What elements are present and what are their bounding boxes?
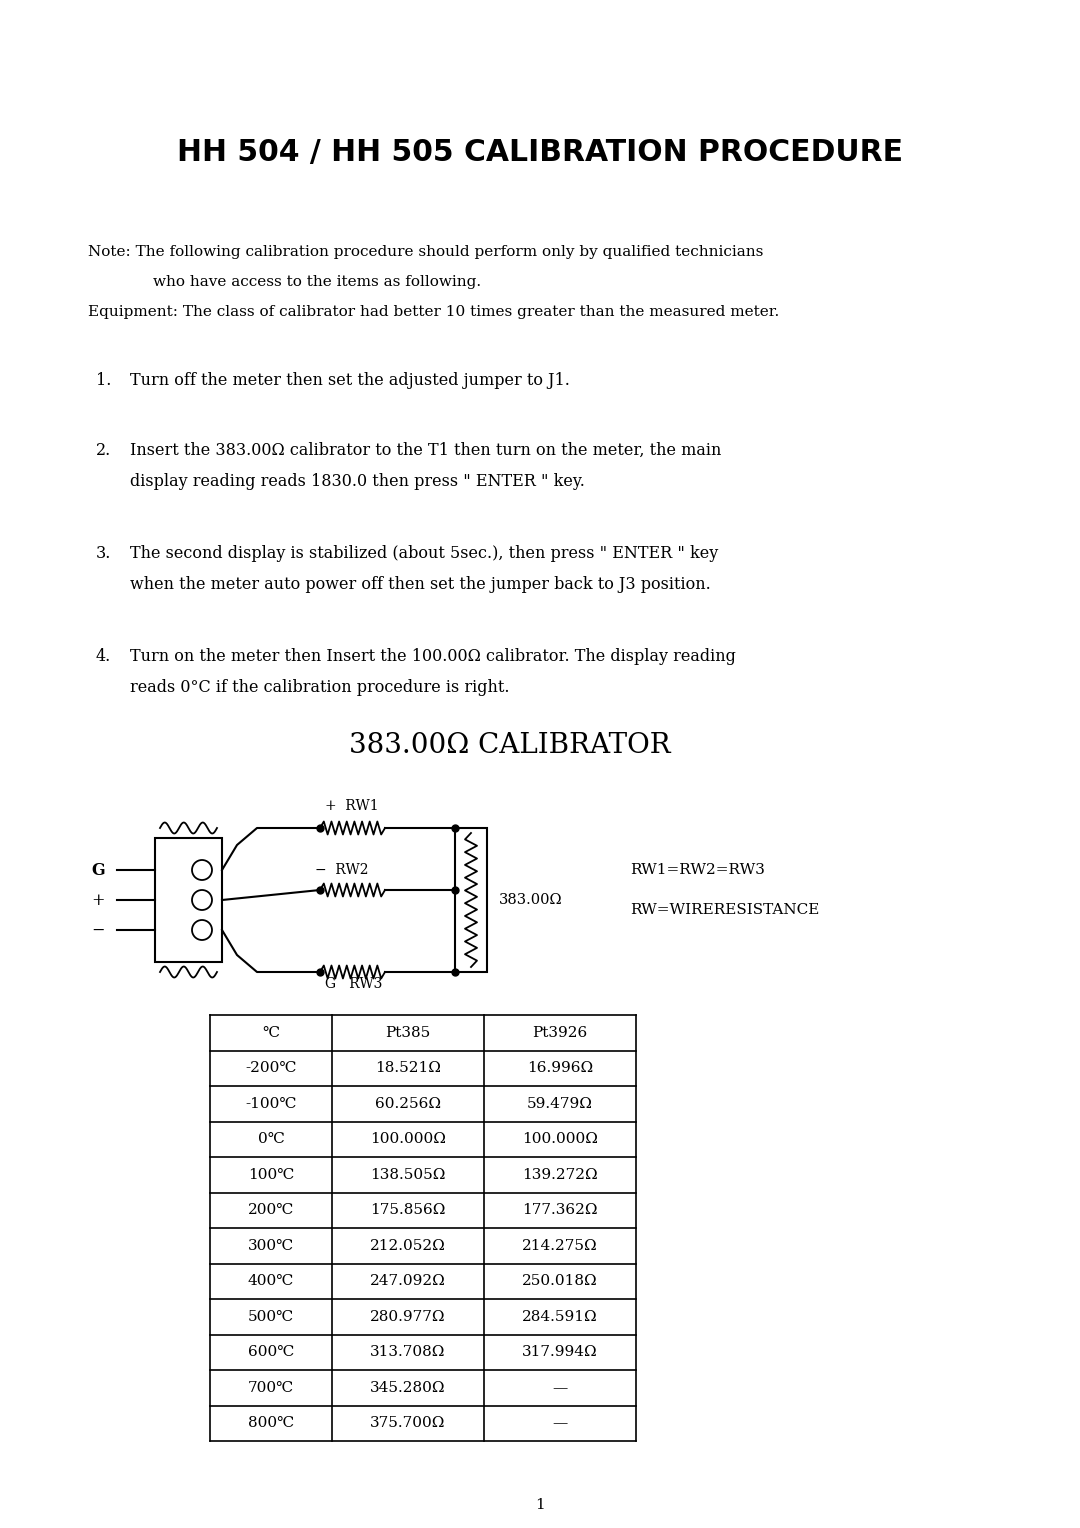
Text: 247.092Ω: 247.092Ω [370, 1274, 446, 1288]
Text: 100.000Ω: 100.000Ω [370, 1132, 446, 1146]
Text: when the meter auto power off then set the jumper back to J3 position.: when the meter auto power off then set t… [130, 576, 711, 593]
Text: 200℃: 200℃ [248, 1203, 294, 1218]
Text: 60.256Ω: 60.256Ω [375, 1097, 441, 1111]
Text: 313.708Ω: 313.708Ω [370, 1345, 446, 1360]
Text: +: + [92, 891, 105, 909]
Text: 59.479Ω: 59.479Ω [527, 1097, 593, 1111]
Bar [455, 828, 487, 972]
Text: 317.994Ω: 317.994Ω [523, 1345, 598, 1360]
Text: RW1=RW2=RW3: RW1=RW2=RW3 [630, 863, 765, 877]
Text: 280.977Ω: 280.977Ω [370, 1309, 446, 1323]
Text: HH 504 / HH 505 CALIBRATION PROCEDURE: HH 504 / HH 505 CALIBRATION PROCEDURE [177, 138, 903, 167]
Text: 0℃: 0℃ [258, 1132, 284, 1146]
Text: 345.280Ω: 345.280Ω [370, 1381, 446, 1395]
Text: 212.052Ω: 212.052Ω [370, 1239, 446, 1253]
Text: —: — [552, 1381, 568, 1395]
Text: +  RW1: + RW1 [325, 799, 379, 813]
Text: 138.505Ω: 138.505Ω [370, 1167, 446, 1181]
Text: display reading reads 1830.0 then press " ENTER " key.: display reading reads 1830.0 then press … [130, 474, 585, 490]
Text: 383.00Ω CALIBRATOR: 383.00Ω CALIBRATOR [349, 732, 671, 758]
Text: who have access to the items as following.: who have access to the items as followin… [153, 275, 481, 289]
Text: 18.521Ω: 18.521Ω [375, 1062, 441, 1076]
Text: −  RW2: − RW2 [315, 863, 368, 877]
Text: RW=WIRERESISTANCE: RW=WIRERESISTANCE [630, 903, 820, 917]
Text: 284.591Ω: 284.591Ω [523, 1309, 598, 1323]
Text: 175.856Ω: 175.856Ω [370, 1203, 446, 1218]
Text: Equipment: The class of calibrator had better 10 times greater than the measured: Equipment: The class of calibrator had b… [87, 306, 780, 319]
Text: −: − [92, 921, 105, 938]
Text: 250.018Ω: 250.018Ω [523, 1274, 598, 1288]
Text: Insert the 383.00Ω calibrator to the T1 then turn on the meter, the main: Insert the 383.00Ω calibrator to the T1 … [130, 442, 721, 458]
Text: G   RW3: G RW3 [325, 976, 382, 992]
Text: 800℃: 800℃ [248, 1416, 294, 1430]
Bar [156, 837, 222, 963]
Text: 1: 1 [535, 1497, 545, 1513]
Text: 383.00Ω: 383.00Ω [499, 892, 563, 908]
Text: Pt385: Pt385 [386, 1025, 431, 1039]
Text: 1.: 1. [96, 371, 111, 390]
Text: ℃: ℃ [262, 1025, 280, 1039]
Text: 100.000Ω: 100.000Ω [522, 1132, 598, 1146]
Text: 300℃: 300℃ [248, 1239, 294, 1253]
Text: Turn on the meter then Insert the 100.00Ω calibrator. The display reading: Turn on the meter then Insert the 100.00… [130, 648, 735, 665]
Text: reads 0°C if the calibration procedure is right.: reads 0°C if the calibration procedure i… [130, 678, 510, 695]
Text: 600℃: 600℃ [248, 1345, 294, 1360]
Text: 4.: 4. [96, 648, 111, 665]
Text: The second display is stabilized (about 5sec.), then press " ENTER " key: The second display is stabilized (about … [130, 545, 718, 562]
Text: 375.700Ω: 375.700Ω [370, 1416, 446, 1430]
Text: Pt3926: Pt3926 [532, 1025, 588, 1039]
Text: -200℃: -200℃ [245, 1062, 297, 1076]
Text: 214.275Ω: 214.275Ω [523, 1239, 598, 1253]
Text: G: G [92, 862, 105, 879]
Text: 700℃: 700℃ [248, 1381, 294, 1395]
Text: 3.: 3. [96, 545, 111, 562]
Text: Note: The following calibration procedure should perform only by qualified techn: Note: The following calibration procedur… [87, 244, 764, 260]
Text: 16.996Ω: 16.996Ω [527, 1062, 593, 1076]
Text: 2.: 2. [96, 442, 111, 458]
Text: 139.272Ω: 139.272Ω [523, 1167, 598, 1181]
Text: Turn off the meter then set the adjusted jumper to J1.: Turn off the meter then set the adjusted… [130, 371, 570, 390]
Text: 400℃: 400℃ [248, 1274, 294, 1288]
Text: 500℃: 500℃ [248, 1309, 294, 1323]
Text: -100℃: -100℃ [245, 1097, 297, 1111]
Text: 100℃: 100℃ [248, 1167, 294, 1181]
Text: 177.362Ω: 177.362Ω [523, 1203, 597, 1218]
Text: —: — [552, 1416, 568, 1430]
